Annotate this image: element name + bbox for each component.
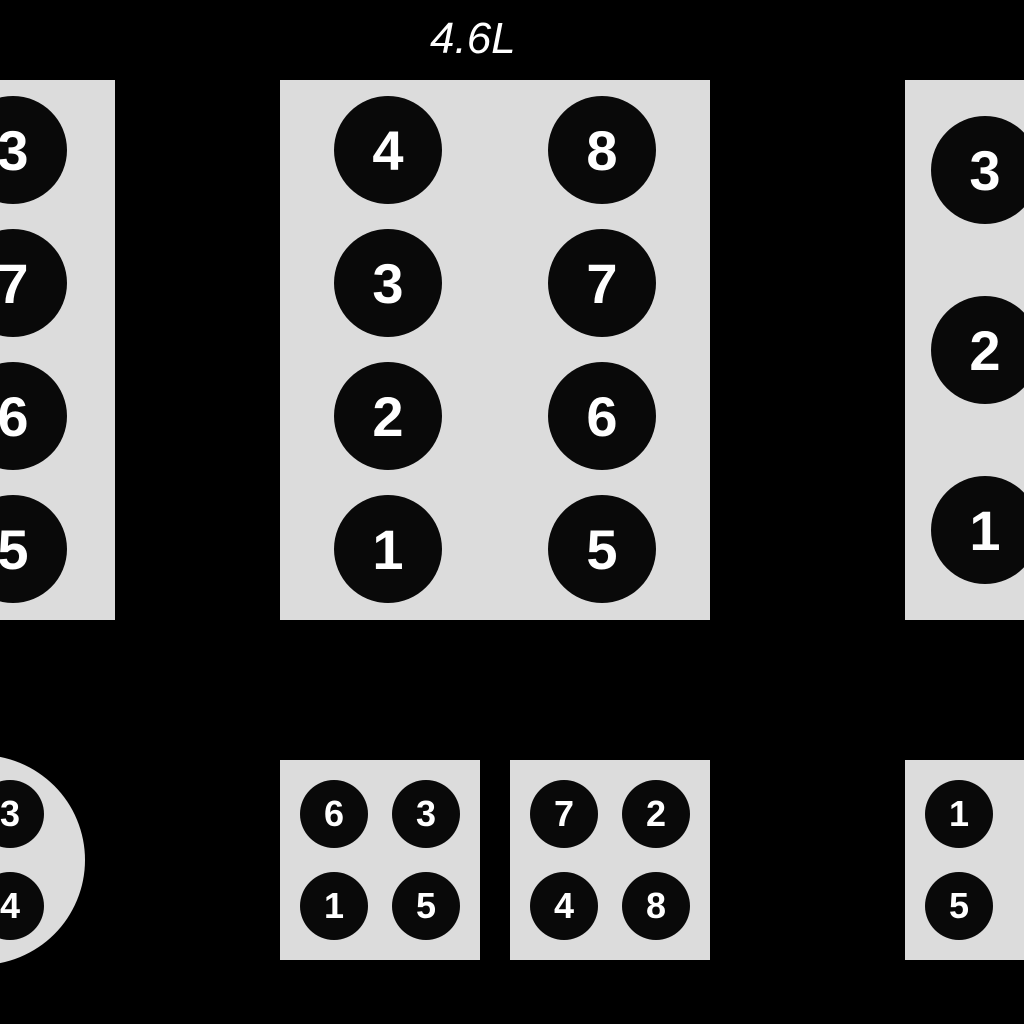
cylinder-dot: 8 bbox=[622, 872, 690, 940]
cylinder-number: 8 bbox=[646, 885, 666, 927]
diagram-title: 4.6L bbox=[430, 14, 516, 64]
cylinder-number: 4 bbox=[372, 118, 403, 183]
cylinder-dot: 7 bbox=[548, 229, 656, 337]
cylinder-dot: 2 bbox=[622, 780, 690, 848]
cylinder-number: 4 bbox=[0, 885, 20, 927]
cylinder-dot: 1 bbox=[300, 872, 368, 940]
cylinder-number: 1 bbox=[969, 498, 1000, 563]
cylinder-number: 3 bbox=[0, 793, 20, 835]
cylinder-number: 7 bbox=[586, 251, 617, 316]
cylinder-dot: 8 bbox=[548, 96, 656, 204]
cylinder-dot: 2 bbox=[334, 362, 442, 470]
cylinder-dot: 6 bbox=[300, 780, 368, 848]
cylinder-number: 3 bbox=[969, 138, 1000, 203]
cylinder-number: 1 bbox=[372, 517, 403, 582]
cylinder-dot: 1 bbox=[925, 780, 993, 848]
cylinder-number: 2 bbox=[969, 318, 1000, 383]
cylinder-number: 5 bbox=[949, 885, 969, 927]
cylinder-number: 1 bbox=[949, 793, 969, 835]
cylinder-number: 5 bbox=[416, 885, 436, 927]
cylinder-dot: 6 bbox=[548, 362, 656, 470]
cylinder-number: 1 bbox=[324, 885, 344, 927]
cylinder-dot: 3 bbox=[334, 229, 442, 337]
cylinder-number: 3 bbox=[0, 118, 29, 183]
cylinder-dot: 5 bbox=[392, 872, 460, 940]
cylinder-number: 3 bbox=[416, 793, 436, 835]
cylinder-dot: 5 bbox=[548, 495, 656, 603]
cylinder-dot: 1 bbox=[334, 495, 442, 603]
cylinder-dot: 4 bbox=[334, 96, 442, 204]
cylinder-number: 6 bbox=[586, 384, 617, 449]
cylinder-dot: 4 bbox=[530, 872, 598, 940]
cylinder-dot: 3 bbox=[392, 780, 460, 848]
cylinder-number: 7 bbox=[554, 793, 574, 835]
cylinder-number: 6 bbox=[324, 793, 344, 835]
cylinder-number: 4 bbox=[554, 885, 574, 927]
cylinder-number: 7 bbox=[0, 251, 29, 316]
cylinder-dot: 5 bbox=[925, 872, 993, 940]
cylinder-number: 6 bbox=[0, 384, 29, 449]
cylinder-number: 2 bbox=[372, 384, 403, 449]
cylinder-number: 8 bbox=[586, 118, 617, 183]
cylinder-number: 3 bbox=[372, 251, 403, 316]
cylinder-number: 5 bbox=[0, 517, 29, 582]
diagram-canvas: 4.6L 3 7 6 5 4 8 3 7 2 6 1 5 3 2 1 6 3 1 5 7 2 4 8 1 5 3 4 bbox=[0, 0, 1024, 1024]
cylinder-number: 2 bbox=[646, 793, 666, 835]
cylinder-number: 5 bbox=[586, 517, 617, 582]
cylinder-dot: 7 bbox=[530, 780, 598, 848]
